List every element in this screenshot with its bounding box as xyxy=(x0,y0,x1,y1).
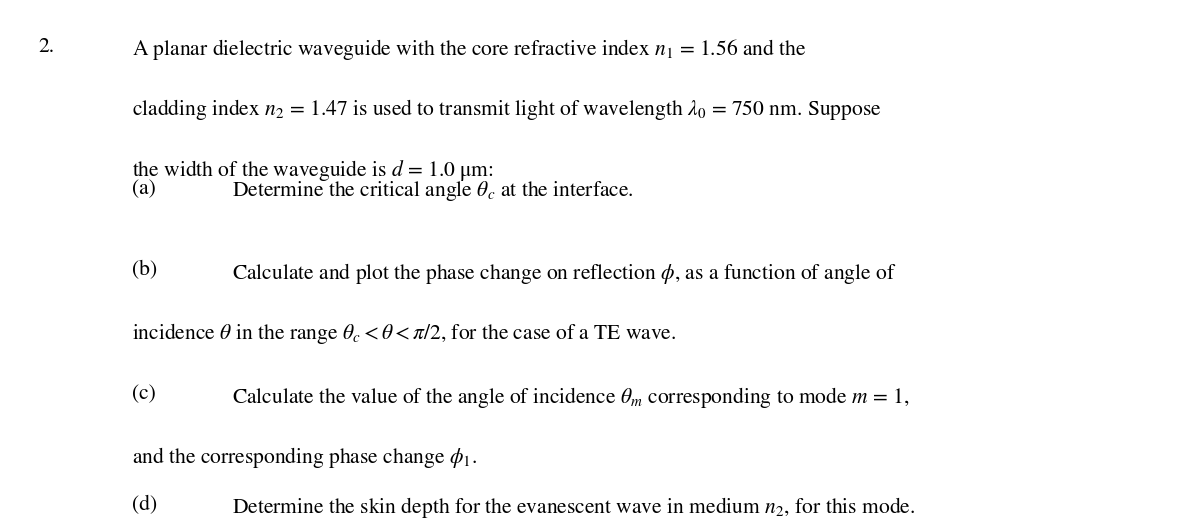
Text: (b): (b) xyxy=(132,261,157,281)
Text: and the corresponding phase change $\phi_1$.: and the corresponding phase change $\phi… xyxy=(132,445,476,470)
Text: the width of the waveguide is $d$ = 1.0 μm:: the width of the waveguide is $d$ = 1.0 … xyxy=(132,158,494,183)
Text: (a): (a) xyxy=(132,179,156,199)
Text: Calculate the value of the angle of incidence $\theta_m$ corresponding to mode $: Calculate the value of the angle of inci… xyxy=(232,385,908,409)
Text: Determine the skin depth for the evanescent wave in medium $n_2$, for this mode.: Determine the skin depth for the evanesc… xyxy=(232,495,914,520)
Text: cladding index $n_2$ = 1.47 is used to transmit light of wavelength $\lambda_0$ : cladding index $n_2$ = 1.47 is used to t… xyxy=(132,97,882,122)
Text: incidence $\theta$ in the range $\theta_c < \theta < \pi$/2, for the case of a T: incidence $\theta$ in the range $\theta_… xyxy=(132,321,677,346)
Text: Calculate and plot the phase change on reflection $\phi$, as a function of angle: Calculate and plot the phase change on r… xyxy=(232,261,896,286)
Text: 2.: 2. xyxy=(38,37,54,57)
Text: Determine the critical angle $\theta_c$ at the interface.: Determine the critical angle $\theta_c$ … xyxy=(232,179,634,203)
Text: (d): (d) xyxy=(132,495,157,515)
Text: A planar dielectric waveguide with the core refractive index $n_1$ = 1.56 and th: A planar dielectric waveguide with the c… xyxy=(132,37,806,62)
Text: (c): (c) xyxy=(132,385,156,405)
